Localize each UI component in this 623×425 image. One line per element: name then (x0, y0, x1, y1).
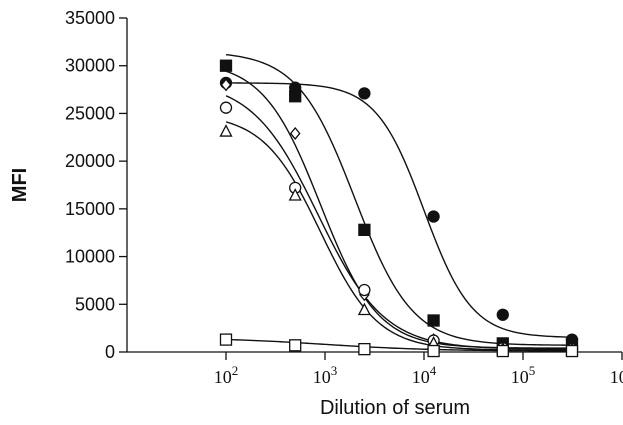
x-tick-label: 106 (610, 363, 623, 387)
y-tick-label: 0 (105, 342, 115, 362)
data-point (496, 308, 509, 321)
data-point (565, 344, 579, 358)
data-point (357, 302, 371, 316)
fit-curve (225, 70, 572, 349)
y-tick-label: 5000 (75, 294, 115, 314)
data-point (358, 223, 371, 237)
y-tick-label: 15000 (65, 199, 115, 219)
x-tick-label: 104 (412, 363, 437, 387)
fit-curve (225, 53, 572, 346)
y-axis: 0 5000 10000 15000 20000 25000 30000 35000 (65, 8, 128, 362)
fit-curve (225, 95, 572, 350)
x-ticks: 102 103 104 105 106 (214, 352, 623, 387)
data-point (289, 126, 301, 140)
data-point (219, 59, 233, 72)
data-point (289, 339, 302, 352)
x-axis: 102 103 104 105 106 (127, 351, 623, 387)
data-point (289, 90, 302, 103)
data-point (219, 333, 233, 346)
data-point (358, 87, 371, 100)
data-points (219, 59, 579, 358)
data-point (427, 314, 440, 327)
x-tick-label: 102 (214, 363, 239, 387)
data-point (427, 344, 440, 358)
data-point (220, 78, 232, 92)
data-point (219, 124, 233, 137)
data-point (427, 210, 440, 223)
x-axis-label: Dilution of serum (320, 397, 470, 419)
data-point (219, 101, 233, 114)
y-tick-label: 20000 (65, 151, 115, 171)
y-tick-label: 25000 (65, 103, 115, 123)
fit-curve (226, 82, 573, 338)
data-point (358, 342, 371, 356)
y-axis-label: MFI (9, 168, 31, 202)
x-tick-label: 103 (313, 363, 338, 387)
data-point (288, 188, 302, 201)
data-point (358, 283, 371, 297)
y-tick-label: 35000 (65, 8, 115, 28)
fit-curve (225, 338, 572, 352)
fit-curves (225, 53, 573, 352)
fit-curve (225, 121, 572, 351)
x-tick-label: 105 (511, 363, 536, 387)
data-point (496, 344, 509, 358)
y-tick-label: 10000 (65, 247, 115, 267)
y-tick-label: 30000 (65, 56, 115, 76)
y-ticks: 0 5000 10000 15000 20000 25000 30000 35000 (65, 8, 127, 362)
